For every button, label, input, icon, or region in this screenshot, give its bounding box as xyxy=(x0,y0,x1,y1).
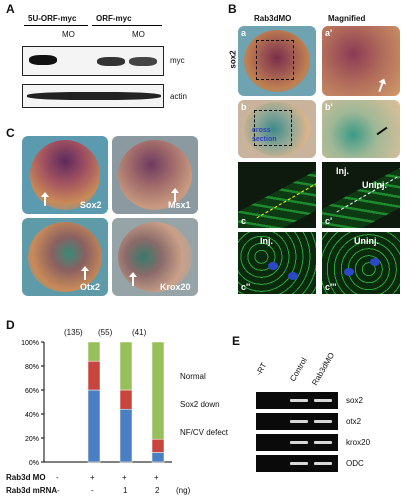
bar-segment xyxy=(87,389,101,463)
embryo-image-otx2 xyxy=(22,218,108,296)
inj-label: Inj. xyxy=(336,166,349,176)
row-label-rab3d-mrna: Rab3d mRNA xyxy=(6,486,58,495)
mrna-value: - xyxy=(91,486,94,495)
panel-c-label: C xyxy=(6,126,15,140)
bar-segment xyxy=(119,341,133,391)
lane-header-orf: ORF-myc xyxy=(96,14,132,23)
bar-segment xyxy=(151,452,165,463)
gel-label-sox2: sox2 xyxy=(346,396,363,405)
gel-label-krox20: krox20 xyxy=(346,438,371,447)
uninj-label-c-triple-prime: Uninj. xyxy=(354,236,379,246)
sublabel-c-triple-prime: c''' xyxy=(325,282,337,292)
row-label-rab3d-mo: Rab3d MO xyxy=(6,473,46,482)
actin-blot xyxy=(22,84,164,108)
embryo-image-msx1 xyxy=(112,136,198,214)
gene-label-sox2-c: Sox2 xyxy=(80,200,102,210)
gene-label-otx2: Otx2 xyxy=(80,282,101,292)
sublabel-b: b xyxy=(241,102,247,112)
y-tick-label: 0% xyxy=(29,460,39,467)
legend-normal: Normal xyxy=(180,372,206,381)
section-image-c-triple-prime xyxy=(322,232,400,294)
embryo-image-a xyxy=(238,26,316,96)
row-label-myc: myc xyxy=(170,56,185,65)
col-title-magnified: Magnified xyxy=(328,14,366,23)
mrna-value: 1 xyxy=(123,486,128,495)
embryo-image-a-magnified xyxy=(322,26,400,96)
col-title-rab3dmo: Rab3dMO xyxy=(254,14,292,23)
sublabel-c: c xyxy=(241,216,247,226)
uninj-label: Uninj. xyxy=(362,180,387,190)
gene-label-msx1: Msx1 xyxy=(168,200,191,210)
unit-label: (ng) xyxy=(176,486,191,495)
y-tick-label: 100% xyxy=(21,340,39,347)
legend-sox2-down: Sox2 down xyxy=(180,400,220,409)
mo-value: + xyxy=(122,473,127,482)
embryo-image-b-magnified xyxy=(322,100,400,158)
mrna-value: 2 xyxy=(155,486,160,495)
count-label: (135) xyxy=(64,328,83,337)
bar-segment xyxy=(151,341,165,440)
gel-odc xyxy=(256,455,338,472)
embryo-image-b xyxy=(238,100,316,158)
gel-sox2 xyxy=(256,392,338,409)
lane-header-5u: 5U-ORF-myc xyxy=(28,14,77,23)
section-image-c-prime xyxy=(322,162,400,228)
mo-value: + xyxy=(154,473,159,482)
bar-segment xyxy=(119,408,133,463)
count-label: (41) xyxy=(132,328,147,337)
sublabel-c-double-prime: c'' xyxy=(241,282,251,292)
inj-label-c-double-prime: Inj. xyxy=(260,236,273,246)
lane-rule xyxy=(24,25,88,26)
legend-nf-cv-defect: NF/CV defect xyxy=(180,428,229,437)
myc-blot xyxy=(22,46,164,76)
panel-d-label: D xyxy=(6,318,15,332)
panel-b-label: B xyxy=(228,2,237,16)
gel-otx2 xyxy=(256,413,338,430)
row-label-actin: actin xyxy=(170,92,187,101)
y-tick-label: 40% xyxy=(25,412,39,419)
mrna-value: - xyxy=(57,486,60,495)
sublabel-a-prime: a' xyxy=(325,28,333,38)
gel-krox20 xyxy=(256,434,338,451)
cross-section-label: cross section xyxy=(252,127,277,143)
y-tick-label: 60% xyxy=(25,388,39,395)
embryo-image-krox20 xyxy=(112,218,198,296)
section-image-c-double-prime xyxy=(238,232,316,294)
bar-segment xyxy=(119,389,133,410)
y-tick-label: 80% xyxy=(25,364,39,371)
y-tick-label: 20% xyxy=(25,436,39,443)
embryo-image-sox2 xyxy=(22,136,108,214)
bar-segment xyxy=(151,438,165,453)
bar-segment xyxy=(87,341,101,362)
sublabel-a: a xyxy=(241,28,247,38)
bar-segment xyxy=(87,360,101,391)
section-image-c xyxy=(238,162,316,228)
mo-value: - xyxy=(56,473,59,482)
gene-label-krox20: Krox20 xyxy=(160,282,191,292)
panel-a-label: A xyxy=(6,2,15,16)
panel-e-label: E xyxy=(232,334,241,348)
mo-label: MO xyxy=(132,30,145,39)
mo-label: MO xyxy=(62,30,75,39)
gel-label-otx2: otx2 xyxy=(346,417,362,426)
lane-rule xyxy=(92,25,162,26)
mo-value: + xyxy=(90,473,95,482)
count-label: (55) xyxy=(98,328,113,337)
gel-label-odc: ODC xyxy=(346,459,364,468)
sublabel-b-prime: b' xyxy=(325,102,333,112)
sublabel-c-prime: c' xyxy=(325,216,333,226)
